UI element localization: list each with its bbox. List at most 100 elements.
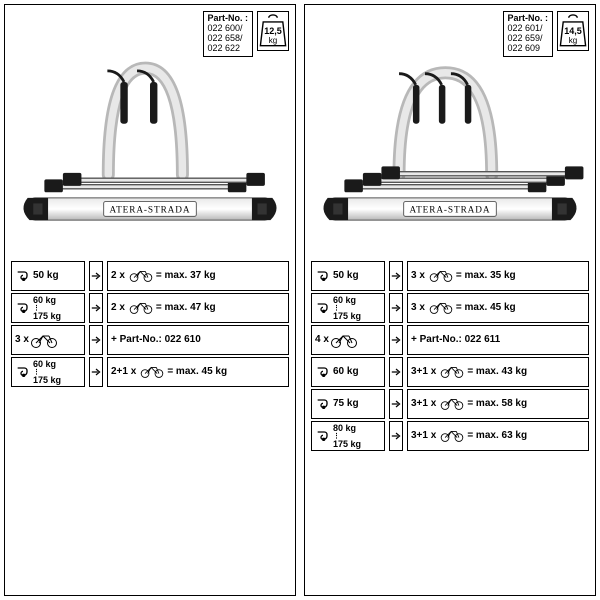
row-right: 3+1 x = max. 43 kg bbox=[407, 357, 589, 387]
arrow-icon bbox=[89, 357, 103, 387]
arrow-icon bbox=[89, 261, 103, 291]
spec-row: 50 kg 3 x = max. 35 kg bbox=[311, 261, 589, 291]
row-left-hook-range: 60 kg⋮175 kg bbox=[311, 293, 385, 323]
row-left-bike: 3 x bbox=[11, 325, 85, 355]
bike-icon bbox=[428, 300, 454, 316]
towbar-hook-icon bbox=[315, 268, 331, 284]
row-right-text: + Part-No.: 022 611 bbox=[411, 335, 500, 345]
row-left-hook-range: 80 kg⋮175 kg bbox=[311, 421, 385, 451]
towbar-hook-icon bbox=[315, 428, 331, 444]
row-left-value-range: 60 kg⋮175 kg bbox=[333, 296, 361, 321]
row-left-hook-range: 60 kg⋮175 kg bbox=[11, 293, 85, 323]
towbar-hook-icon bbox=[15, 300, 31, 316]
spec-row: 60 kg⋮175 kg 2 x = max. 47 kg bbox=[11, 293, 289, 323]
weight-value: 14,5 bbox=[564, 26, 582, 36]
spec-row: 60 kg⋮175 kg 3 x = max. 45 kg bbox=[311, 293, 589, 323]
arrow-icon bbox=[89, 325, 103, 355]
row-right-text: = max. 35 kg bbox=[456, 271, 516, 281]
row-left-mult: 3 x bbox=[15, 335, 29, 345]
towbar-hook-icon bbox=[315, 396, 331, 412]
row-left-value: 75 kg bbox=[333, 399, 359, 409]
row-right-text: = max. 58 kg bbox=[467, 399, 527, 409]
arrow-icon bbox=[389, 421, 403, 451]
bike-icon bbox=[128, 268, 154, 284]
row-right: + Part-No.: 022 610 bbox=[107, 325, 289, 355]
bike-icon bbox=[29, 332, 59, 348]
arrow-icon bbox=[389, 325, 403, 355]
arrow-icon bbox=[389, 389, 403, 419]
row-left-hook-range: 60 kg⋮175 kg bbox=[11, 357, 85, 387]
row-right-text: = max. 37 kg bbox=[156, 271, 216, 281]
bike-icon bbox=[128, 300, 154, 316]
svg-text:ATERA-STRADA: ATERA-STRADA bbox=[109, 206, 190, 216]
row-left-value-range: 60 kg⋮175 kg bbox=[33, 296, 61, 321]
panel-left: Part-No. : 022 600/022 658/022 622 12,5 … bbox=[4, 4, 296, 596]
row-left-mult: 4 x bbox=[315, 335, 329, 345]
bike-icon bbox=[439, 428, 465, 444]
row-right-text: = max. 63 kg bbox=[467, 431, 527, 441]
spec-row: 80 kg⋮175 kg 3+1 x = max. 63 kg bbox=[311, 421, 589, 451]
page-wrap: Part-No. : 022 600/022 658/022 622 12,5 … bbox=[0, 0, 600, 600]
row-right-text: = max. 47 kg bbox=[156, 303, 216, 313]
part-number-box: Part-No. : 022 601/022 659/022 609 bbox=[503, 11, 554, 57]
bike-icon bbox=[139, 364, 165, 380]
spec-row: 4 x + Part-No.: 022 611 bbox=[311, 325, 589, 355]
row-right: 3+1 x= max. 58 kg bbox=[407, 389, 589, 419]
row-right: 3 x = max. 45 kg bbox=[407, 293, 589, 323]
panel-top-info: Part-No. : 022 600/022 658/022 622 12,5 … bbox=[203, 11, 290, 57]
towbar-hook-icon bbox=[315, 300, 331, 316]
row-right-text: = max. 43 kg bbox=[467, 367, 527, 377]
row-right-mult: 3+1 x bbox=[411, 367, 436, 377]
weight-unit: kg bbox=[569, 36, 577, 45]
towbar-hook-icon bbox=[15, 268, 31, 284]
arrow-icon bbox=[389, 261, 403, 291]
weight-box: 14,5 kg bbox=[557, 11, 589, 51]
part-number-box: Part-No. : 022 600/022 658/022 622 bbox=[203, 11, 254, 57]
row-left-hook: 50 kg bbox=[311, 261, 385, 291]
row-right-mult: 3 x bbox=[411, 271, 425, 281]
row-right-mult: 2 x bbox=[111, 271, 125, 281]
row-right-mult: 2 x bbox=[111, 303, 125, 313]
row-right: 2+1 x= max. 45 kg bbox=[107, 357, 289, 387]
panel-right: Part-No. : 022 601/022 659/022 609 14,5 … bbox=[304, 4, 596, 596]
row-right: 3+1 x = max. 63 kg bbox=[407, 421, 589, 451]
bike-icon bbox=[329, 332, 359, 348]
row-right: 2 x = max. 37 kg bbox=[107, 261, 289, 291]
bike-icon bbox=[439, 396, 465, 412]
spec-rows: 50 kg 2 x = max. 37 kg 60 kg⋮175 kg 2 x = … bbox=[5, 255, 295, 595]
row-right-text: = max. 45 kg bbox=[456, 303, 516, 313]
towbar-hook-icon bbox=[15, 364, 31, 380]
row-left-bike: 4 x bbox=[311, 325, 385, 355]
spec-row: 3 x + Part-No.: 022 610 bbox=[11, 325, 289, 355]
row-left-value-range: 60 kg⋮175 kg bbox=[33, 360, 61, 385]
row-right: 3 x = max. 35 kg bbox=[407, 261, 589, 291]
row-left-value: 50 kg bbox=[333, 271, 359, 281]
spec-row: 50 kg 2 x = max. 37 kg bbox=[11, 261, 289, 291]
spec-rows: 50 kg 3 x = max. 35 kg 60 kg⋮175 kg 3 x = … bbox=[305, 255, 595, 595]
arrow-icon bbox=[89, 293, 103, 323]
row-left-value: 50 kg bbox=[33, 271, 59, 281]
row-left-hook: 60 kg bbox=[311, 357, 385, 387]
spec-row: 75 kg 3+1 x= max. 58 kg bbox=[311, 389, 589, 419]
towbar-hook-icon bbox=[315, 364, 331, 380]
row-right-mult: 3+1 x bbox=[411, 431, 436, 441]
row-right-mult: 2+1 x bbox=[111, 367, 136, 377]
row-left-value: 60 kg bbox=[333, 367, 359, 377]
panel-top-info: Part-No. : 022 601/022 659/022 609 14,5 … bbox=[503, 11, 590, 57]
row-right: 2 x = max. 47 kg bbox=[107, 293, 289, 323]
row-right: + Part-No.: 022 611 bbox=[407, 325, 589, 355]
arrow-icon bbox=[389, 357, 403, 387]
weight-unit: kg bbox=[269, 36, 277, 45]
row-left-hook: 50 kg bbox=[11, 261, 85, 291]
bike-icon bbox=[428, 268, 454, 284]
weight-value: 12,5 bbox=[264, 26, 282, 36]
weight-box: 12,5 kg bbox=[257, 11, 289, 51]
row-left-value-range: 80 kg⋮175 kg bbox=[333, 424, 361, 449]
row-right-text: + Part-No.: 022 610 bbox=[111, 335, 201, 345]
svg-text:ATERA-STRADA: ATERA-STRADA bbox=[409, 206, 490, 216]
row-left-hook: 75 kg bbox=[311, 389, 385, 419]
row-right-mult: 3 x bbox=[411, 303, 425, 313]
spec-row: 60 kg⋮175 kg 2+1 x= max. 45 kg bbox=[11, 357, 289, 387]
spec-row: 60 kg 3+1 x = max. 43 kg bbox=[311, 357, 589, 387]
bike-icon bbox=[439, 364, 465, 380]
